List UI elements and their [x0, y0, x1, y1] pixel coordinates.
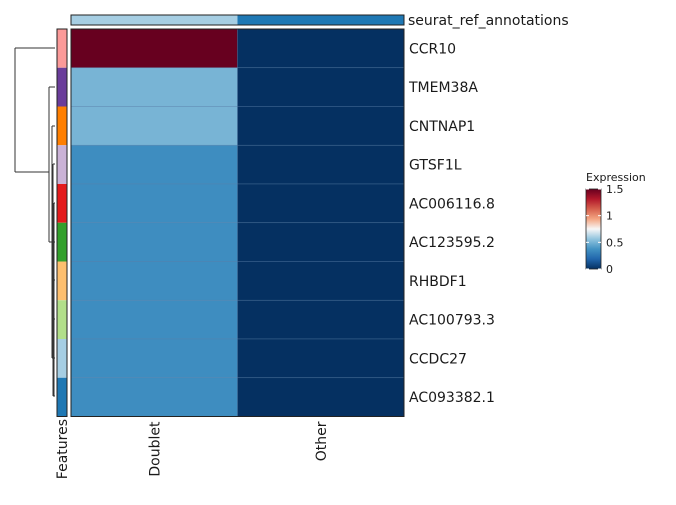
- column-labels: Doublet Other: [147, 421, 330, 477]
- row-label: AC006116.8: [409, 196, 495, 212]
- legend-color-bar: [585, 188, 602, 270]
- heatmap-cell: [70, 222, 238, 262]
- column-label: Doublet: [147, 421, 163, 477]
- column-annotation-label: seurat_ref_annotations: [408, 13, 569, 29]
- heatmap-cell: [237, 28, 405, 69]
- heatmap-cell: [237, 144, 405, 185]
- legend-tick-label: 1: [606, 210, 613, 223]
- heatmap-cell: [70, 299, 238, 340]
- row-annotation-cell: [57, 300, 67, 339]
- row-annotation-cell: [57, 377, 67, 417]
- column-annotation-cell: [237, 15, 404, 25]
- row-label: CCDC27: [409, 351, 467, 367]
- heatmap-cells: [70, 28, 405, 417]
- heatmap-cell: [237, 183, 405, 224]
- row-label: RHBDF1: [409, 274, 467, 290]
- row-label: TMEM38A: [408, 80, 478, 96]
- expression-legend: Expression 1.5 1 0.5 0: [585, 171, 646, 276]
- row-dendrogram: [14, 47, 55, 397]
- legend-tick-label: 0: [606, 263, 613, 276]
- row-annotation-cell: [57, 67, 67, 107]
- row-annotation-cell: [57, 106, 67, 146]
- heatmap-cell: [237, 106, 405, 146]
- column-annotation-cell: [71, 15, 238, 25]
- row-label: CNTNAP1: [409, 119, 475, 135]
- row-label: AC100793.3: [409, 313, 495, 329]
- heatmap-cell: [70, 67, 238, 107]
- row-annotation-cell: [57, 222, 67, 262]
- row-annotation-cell: [57, 29, 67, 68]
- row-label: GTSF1L: [409, 158, 462, 174]
- column-annotation-bar: [70, 14, 405, 26]
- heatmap-cell: [70, 261, 238, 301]
- row-label: AC123595.2: [409, 235, 495, 251]
- heatmap-cell: [70, 106, 238, 146]
- heatmap-cell: [70, 28, 238, 69]
- heatmap-cell: [70, 338, 238, 379]
- heatmap-cell: [237, 299, 405, 340]
- row-annotation-cell: [57, 145, 67, 184]
- heatmap-cell: [70, 183, 238, 224]
- heatmap-cell: [237, 261, 405, 301]
- row-labels: CCR10 TMEM38A CNTNAP1 GTSF1L AC006116.8 AC123…: [408, 41, 495, 406]
- heatmap-cell: [70, 377, 238, 417]
- row-annotation-cell: [57, 339, 67, 378]
- heatmap-cell: [237, 222, 405, 262]
- row-annotation-bar: [56, 28, 68, 417]
- legend-tick-label: 1.5: [606, 183, 624, 196]
- heatmap-cell: [237, 67, 405, 107]
- heatmap-cell: [237, 377, 405, 417]
- legend-tick-label: 0.5: [606, 236, 624, 249]
- legend-title: Expression: [586, 171, 646, 184]
- heatmap-cell: [70, 144, 238, 185]
- heatmap-cell: [237, 338, 405, 379]
- row-label: AC093382.1: [409, 390, 495, 406]
- row-annotation-label: Features: [55, 419, 71, 479]
- row-annotation-cell: [57, 184, 67, 223]
- row-annotation-cell: [57, 261, 67, 301]
- row-label: CCR10: [409, 41, 456, 57]
- column-label: Other: [314, 421, 330, 461]
